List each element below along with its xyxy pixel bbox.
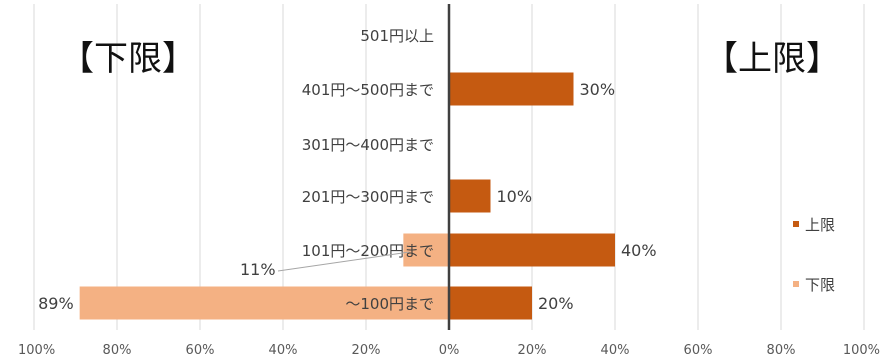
category-label: ～100円まで — [345, 295, 434, 313]
bar-upper — [449, 72, 574, 106]
category-label: 301円～400円まで — [302, 136, 434, 154]
legend: 上限 下限 — [793, 216, 835, 294]
category-label: 401円～500円まで — [302, 81, 434, 99]
leader-line — [277, 251, 410, 272]
data-label-lower: 11% — [240, 260, 276, 279]
panel-label-lower: 【下限】 — [60, 39, 196, 79]
x-tick-label: 40% — [269, 343, 298, 358]
x-tick-label: 80% — [767, 343, 796, 358]
category-label: 201円～300円まで — [302, 188, 434, 206]
data-label-upper: 30% — [580, 80, 616, 99]
bar-upper — [449, 179, 491, 213]
x-tick-label: 60% — [186, 343, 215, 358]
data-label-upper: 10% — [497, 187, 533, 206]
x-tick-label: 100% — [843, 343, 880, 358]
legend-label-upper: 上限 — [805, 216, 835, 234]
legend-swatch-lower — [793, 281, 799, 287]
data-label-upper: 20% — [538, 294, 574, 313]
bar-lower — [79, 286, 450, 320]
data-label-lower: 89% — [38, 294, 74, 313]
bar-lower — [403, 233, 449, 267]
x-tick-label: 100% — [18, 343, 55, 358]
x-tick-labels: 100% 80% 60% 40% 20% 0% 20% 40% 60% 80% 100% — [18, 343, 880, 358]
legend-label-lower: 下限 — [805, 276, 835, 294]
panel-label-upper: 【上限】 — [704, 39, 840, 79]
bar-upper — [449, 233, 615, 267]
data-label-upper: 40% — [621, 241, 657, 260]
x-tick-label: 20% — [352, 343, 381, 358]
x-tick-label: 60% — [684, 343, 713, 358]
x-tick-label: 80% — [103, 343, 132, 358]
x-tick-label: 20% — [518, 343, 547, 358]
category-label: 501円以上 — [360, 27, 434, 45]
category-label: 101円～200円まで — [302, 242, 434, 260]
legend-swatch-upper — [793, 221, 799, 227]
bars — [79, 72, 615, 320]
category-labels: 501円以上 401円～500円まで 301円～400円まで 201円～300円まで 1… — [302, 27, 434, 313]
bar-upper — [449, 286, 532, 320]
x-tick-label: 40% — [601, 343, 630, 358]
x-tick-label: 0% — [439, 343, 460, 358]
data-labels: 30% 10% 40% 20% 11% 89% — [38, 80, 656, 313]
